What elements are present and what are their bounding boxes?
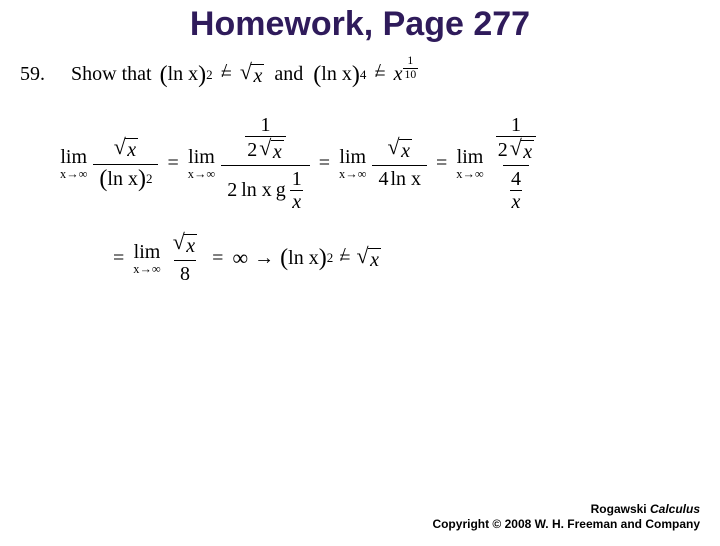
conclusion: (ln x)2	[280, 246, 333, 270]
expr-lnx4: (ln x)4	[313, 63, 366, 87]
footer-book: Rogawski Calculus	[432, 502, 700, 517]
eq-2: =	[316, 152, 333, 175]
four-b: 4	[509, 168, 523, 190]
lnx-b: ln x	[321, 63, 352, 86]
lim-5: lim x→∞	[133, 242, 160, 275]
one-a: 1	[258, 114, 272, 136]
limsub-3: x→∞	[339, 168, 366, 180]
lnx-a: ln x	[168, 63, 199, 86]
arrow: →	[254, 247, 274, 270]
problem-instruction: Show that	[71, 63, 152, 86]
one-b: 1	[290, 168, 304, 190]
eq-4: =	[110, 247, 127, 270]
sqx-5: x	[186, 235, 195, 257]
footer: Rogawski Calculus Copyright © 2008 W. H.…	[432, 502, 700, 532]
two-c: 2	[498, 139, 508, 161]
x-1-10: x 1 10	[394, 61, 419, 88]
footer-copyright: Copyright © 2008 W. H. Freeman and Compa…	[432, 517, 700, 532]
limsub-5: x→∞	[133, 263, 160, 275]
limsub-2: x→∞	[188, 168, 215, 180]
frac-2: 1 2 √x 2 ln x g 1 x	[221, 112, 310, 215]
gg-3: = /	[339, 247, 350, 270]
work-row-2: = lim x→∞ √x 8 = ∞ → (ln x)2 = / √x	[110, 229, 720, 288]
eight-a: 8	[180, 263, 190, 286]
lim-3: lim x→∞	[339, 147, 366, 180]
lim-1: lim x→∞	[60, 147, 87, 180]
e2-1: 2	[146, 172, 153, 187]
problem-line: 59. Show that (ln x)2 = / √x and (ln x)4…	[20, 61, 720, 88]
and-word: and	[272, 63, 305, 86]
x-1: x	[292, 191, 301, 213]
lim-4: lim x→∞	[456, 147, 483, 180]
frac-4: 1 2 √x 4 x	[490, 112, 542, 215]
problem-number: 59.	[20, 63, 45, 86]
sqrtx-c: √x	[356, 245, 380, 272]
title-text: Homework, Page 277	[190, 5, 530, 43]
two-b: 2	[227, 179, 237, 202]
gg-1: = /	[221, 63, 232, 86]
four-a: 4	[378, 168, 388, 191]
one-c: 1	[509, 114, 523, 136]
sqx-3: x	[401, 140, 410, 162]
one-tenth-num: 1	[405, 55, 415, 68]
page-title: Homework, Page 277	[0, 6, 720, 43]
sqx-1: x	[127, 139, 136, 161]
lnx-3: ln x	[388, 168, 421, 191]
sqx-c: x	[370, 249, 379, 271]
frac-5: √x 8	[167, 229, 203, 288]
lnx-c: ln x	[288, 247, 319, 270]
sqrtx-a: √x	[240, 61, 264, 88]
work-row-1: lim x→∞ √x (ln x)2 = lim x→∞ 1 2 √x 2 ln…	[60, 112, 720, 215]
infty: ∞	[232, 245, 248, 271]
e2-c: 2	[327, 250, 334, 266]
exp2-a: 2	[206, 67, 213, 83]
sqx-2: x	[273, 141, 282, 163]
lnx-2: ln x	[239, 179, 274, 202]
sqx-4: x	[523, 141, 532, 163]
eq-3: =	[433, 152, 450, 175]
eq-1: =	[164, 152, 181, 175]
g-sym: g	[276, 179, 288, 202]
gg-2: = /	[374, 63, 385, 86]
lim-2: lim x→∞	[188, 147, 215, 180]
limsub-4: x→∞	[456, 168, 483, 180]
one-tenth-den: 10	[403, 68, 419, 82]
frac-3: √x 4 ln x	[372, 134, 427, 193]
x-base: x	[394, 63, 403, 86]
frac-1: √x (ln x)2	[93, 134, 158, 194]
eq-5: =	[209, 247, 226, 270]
lnx-1: ln x	[107, 168, 138, 191]
x-under-root-a: x	[253, 65, 262, 87]
x-2: x	[512, 191, 521, 213]
exp4: 4	[360, 67, 367, 83]
expr-lnx2: (ln x)2	[160, 63, 213, 87]
limsub-1: x→∞	[60, 168, 87, 180]
two-a: 2	[247, 139, 257, 161]
